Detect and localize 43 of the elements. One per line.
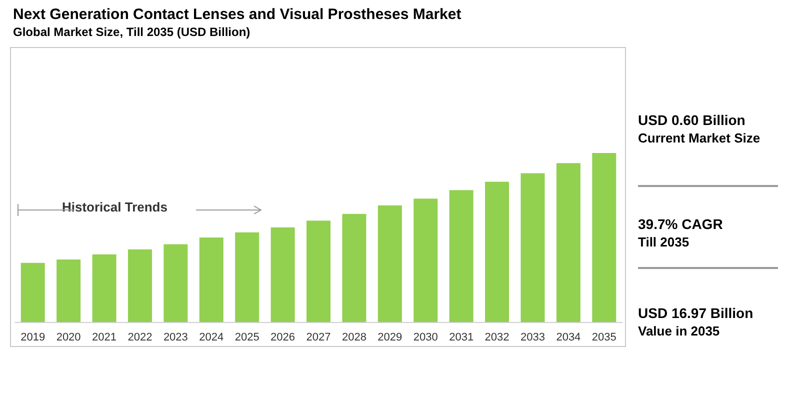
text: USD 0.60 Billion — [638, 112, 746, 128]
text: Till 2035 — [638, 234, 690, 250]
bar — [342, 214, 366, 322]
bar — [520, 173, 545, 322]
x-tick-label: 2033 — [520, 332, 545, 344]
x-tick-label: 2026 — [270, 332, 296, 344]
bar — [449, 190, 474, 322]
bar — [270, 227, 295, 322]
x-tick-label: 2027 — [306, 332, 331, 344]
x-tick-label: 2022 — [128, 332, 152, 344]
annotation: Historical Trends — [62, 200, 168, 214]
x-tick-label: 2021 — [92, 332, 117, 344]
bar — [164, 244, 188, 322]
x-tick-label: 2025 — [234, 332, 260, 344]
x-tick-label: 2035 — [592, 332, 616, 344]
bar — [199, 238, 224, 322]
x-tick-label: 2029 — [378, 332, 402, 344]
x-tick-label: 2032 — [484, 332, 510, 344]
chart-subtitle: Global Market Size, Till 2035 (USD Billion) — [13, 25, 250, 39]
bar — [556, 163, 580, 322]
text: 39.7% CAGR — [638, 216, 723, 232]
x-tick-label: 2019 — [20, 332, 46, 344]
bar — [306, 220, 330, 322]
x-tick-label: 2024 — [199, 332, 224, 344]
x-tick-label: 2020 — [56, 332, 81, 344]
text: USD 16.97 Billion — [638, 305, 754, 321]
bar — [92, 254, 116, 322]
bar — [56, 259, 81, 322]
bar — [128, 249, 152, 322]
text: Value in 2035 — [638, 324, 720, 338]
bar — [235, 232, 260, 322]
bar — [414, 198, 438, 322]
bar — [20, 262, 45, 322]
bar — [592, 153, 616, 322]
x-tick-label: 2031 — [449, 332, 474, 344]
bar — [485, 182, 510, 322]
bar — [378, 205, 402, 322]
text: Current Market Size — [638, 130, 760, 146]
x-tick-label: 2028 — [342, 332, 366, 344]
x-tick-label: 2023 — [163, 332, 188, 344]
x-tick-label: 2034 — [556, 332, 581, 344]
chart-title: Next Generation Contact Lenses and Visual Prostheses Market — [13, 6, 462, 23]
x-tick-label: 2030 — [413, 332, 438, 344]
